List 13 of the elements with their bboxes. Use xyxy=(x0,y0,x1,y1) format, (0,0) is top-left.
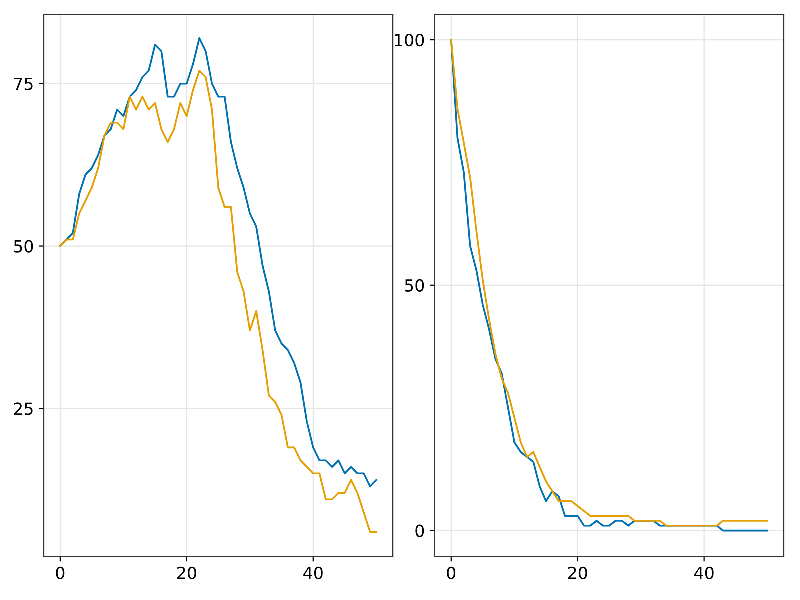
x-tick-label: 0 xyxy=(56,566,65,580)
y-tick-label: 50 xyxy=(405,279,424,292)
y-tick-label: 50 xyxy=(14,240,34,253)
x-tick-label: 40 xyxy=(694,566,714,580)
y-tick-label: 75 xyxy=(14,78,33,90)
x-tick-label: 20 xyxy=(568,566,588,580)
y-tick-label: 100 xyxy=(395,34,424,47)
y-tick-label: 0 xyxy=(416,524,424,538)
x-tick-label: 40 xyxy=(304,566,323,580)
x-tick-label: 0 xyxy=(447,566,456,580)
x-tick-label: 20 xyxy=(178,566,196,580)
y-tick-label: 25 xyxy=(14,402,33,416)
line-series xyxy=(60,70,378,534)
